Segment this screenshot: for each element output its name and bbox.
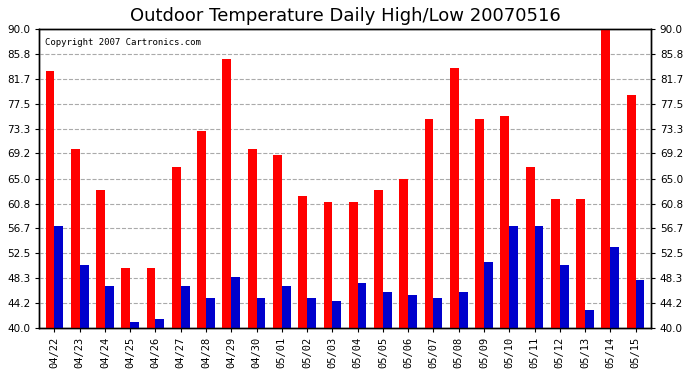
- Bar: [585, 310, 594, 375]
- Bar: [96, 190, 105, 375]
- Bar: [635, 280, 644, 375]
- Bar: [130, 322, 139, 375]
- Bar: [155, 319, 164, 375]
- Bar: [551, 200, 560, 375]
- Bar: [500, 116, 509, 375]
- Bar: [424, 119, 433, 375]
- Bar: [576, 200, 585, 375]
- Bar: [307, 298, 316, 375]
- Bar: [400, 178, 408, 375]
- Bar: [535, 226, 544, 375]
- Bar: [560, 265, 569, 375]
- Bar: [374, 190, 383, 375]
- Bar: [408, 295, 417, 375]
- Bar: [197, 131, 206, 375]
- Bar: [248, 148, 257, 375]
- Bar: [459, 292, 468, 375]
- Bar: [273, 154, 282, 375]
- Bar: [71, 148, 79, 375]
- Bar: [172, 166, 181, 375]
- Bar: [105, 286, 114, 375]
- Bar: [324, 202, 333, 375]
- Bar: [181, 286, 190, 375]
- Bar: [55, 226, 63, 375]
- Bar: [602, 29, 611, 375]
- Bar: [348, 202, 357, 375]
- Bar: [121, 268, 130, 375]
- Bar: [433, 298, 442, 375]
- Title: Outdoor Temperature Daily High/Low 20070516: Outdoor Temperature Daily High/Low 20070…: [130, 7, 560, 25]
- Bar: [282, 286, 290, 375]
- Bar: [526, 166, 535, 375]
- Bar: [627, 95, 635, 375]
- Bar: [357, 283, 366, 375]
- Bar: [333, 301, 342, 375]
- Bar: [146, 268, 155, 375]
- Bar: [298, 196, 307, 375]
- Bar: [450, 68, 459, 375]
- Bar: [475, 119, 484, 375]
- Bar: [611, 247, 619, 375]
- Bar: [257, 298, 266, 375]
- Text: Copyright 2007 Cartronics.com: Copyright 2007 Cartronics.com: [46, 38, 201, 47]
- Bar: [231, 277, 240, 375]
- Bar: [383, 292, 392, 375]
- Bar: [484, 262, 493, 375]
- Bar: [46, 71, 55, 375]
- Bar: [509, 226, 518, 375]
- Bar: [206, 298, 215, 375]
- Bar: [79, 265, 88, 375]
- Bar: [222, 59, 231, 375]
